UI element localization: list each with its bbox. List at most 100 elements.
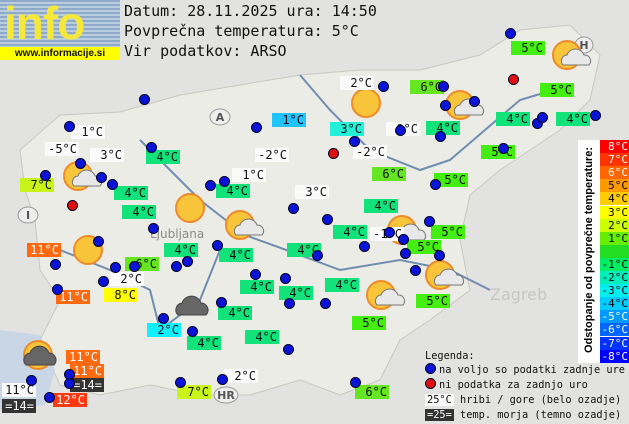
station-temperature: 4°C — [496, 112, 530, 126]
logo-word: info — [4, 0, 85, 49]
station-temperature: 4°C — [245, 330, 279, 344]
station-temperature: 6°C — [355, 385, 389, 399]
station-dot-icon[interactable] — [359, 241, 370, 252]
station-dot-icon[interactable] — [205, 180, 216, 191]
colorbar: Odstopanje od povprečne temperature: 8°C… — [578, 140, 629, 363]
station-dot-icon[interactable] — [280, 273, 291, 284]
station-temperature: 2°C — [224, 369, 258, 383]
data-source: Vir podatkov: ARSO — [124, 42, 287, 60]
station-dot-icon[interactable] — [283, 344, 294, 355]
colorbar-step: -5°C — [600, 310, 629, 324]
colorbar-step: -4°C — [600, 297, 629, 311]
legend-available: na voljo so podatki zadnje ure — [425, 363, 625, 377]
station-dot-icon[interactable] — [395, 125, 406, 136]
colorbar-step: -6°C — [600, 323, 629, 337]
station-dot-icon[interactable] — [40, 170, 51, 181]
station-dot-icon[interactable] — [398, 234, 409, 245]
station-temperature: 3°C — [295, 185, 329, 199]
station-temperature: 6°C — [410, 80, 444, 94]
station-dot-icon[interactable] — [430, 179, 441, 190]
country-austria: A — [216, 111, 225, 124]
logo-url[interactable]: www.informacije.si — [0, 47, 120, 60]
station-temperature: 12°C — [53, 393, 87, 407]
colorbar-step — [600, 244, 629, 258]
station-missing-dot-icon[interactable] — [67, 200, 78, 211]
station-dot-icon[interactable] — [288, 203, 299, 214]
station-dot-icon[interactable] — [400, 248, 411, 259]
logo[interactable]: info www.informacije.si — [0, 0, 120, 60]
station-temperature: 2°C — [340, 76, 374, 90]
station-dot-icon[interactable] — [469, 96, 480, 107]
station-dot-icon[interactable] — [129, 261, 140, 272]
station-dot-icon[interactable] — [187, 326, 198, 337]
station-dot-icon[interactable] — [64, 378, 75, 389]
station-dot-icon[interactable] — [350, 377, 361, 388]
sun-cloud-icon — [366, 280, 405, 310]
station-dot-icon[interactable] — [434, 250, 445, 261]
station-dot-icon[interactable] — [384, 227, 395, 238]
legend-mountain-text: hribi / gore (belo ozadje) — [460, 394, 622, 406]
station-dot-icon[interactable] — [182, 256, 193, 267]
station-dot-icon[interactable] — [110, 262, 121, 273]
station-dot-icon[interactable] — [26, 375, 37, 386]
legend-sea-sample: =25= — [425, 409, 454, 421]
station-dot-icon[interactable] — [217, 374, 228, 385]
country-croatia: HR — [217, 389, 235, 402]
station-dot-icon[interactable] — [410, 265, 421, 276]
legend-missing-text: ni podatka za zadnjo uro — [439, 379, 588, 391]
station-dot-icon[interactable] — [378, 81, 389, 92]
station-dot-icon[interactable] — [251, 122, 262, 133]
station-dot-icon[interactable] — [44, 392, 55, 403]
station-dot-icon[interactable] — [312, 250, 323, 261]
station-temperature: 11°C — [70, 364, 104, 378]
station-dot-icon[interactable] — [590, 110, 601, 121]
station-dot-icon[interactable] — [107, 179, 118, 190]
station-dot-icon[interactable] — [505, 28, 516, 39]
station-dot-icon[interactable] — [435, 131, 446, 142]
station-temperature: -2°C — [255, 148, 289, 162]
station-dot-icon[interactable] — [438, 81, 449, 92]
station-temperature: =14= — [2, 399, 36, 413]
station-dot-icon[interactable] — [284, 298, 295, 309]
station-dot-icon[interactable] — [75, 158, 86, 169]
station-dot-icon[interactable] — [175, 377, 186, 388]
station-temperature: 4°C — [325, 278, 359, 292]
station-dot-icon[interactable] — [424, 216, 435, 227]
station-dot-icon[interactable] — [216, 297, 227, 308]
station-dot-icon[interactable] — [52, 284, 63, 295]
station-temperature: 6°C — [372, 167, 406, 181]
station-dot-icon[interactable] — [158, 313, 169, 324]
station-dot-icon[interactable] — [440, 100, 451, 111]
legend-title: Legenda: — [425, 350, 475, 362]
station-missing-dot-icon[interactable] — [328, 148, 339, 159]
station-temperature: 4°C — [218, 306, 252, 320]
station-dot-icon[interactable] — [212, 240, 223, 251]
station-dot-icon[interactable] — [139, 94, 150, 105]
station-dot-icon[interactable] — [537, 112, 548, 123]
station-temperature: -5°C — [45, 142, 79, 156]
station-temperature: 4°C — [333, 225, 367, 239]
station-dot-icon[interactable] — [93, 236, 104, 247]
sun-dark-cloud-icon — [23, 340, 57, 370]
station-temperature: 11°C — [66, 350, 100, 364]
station-dot-icon[interactable] — [219, 176, 230, 187]
legend-mountain-sample: 25°C — [425, 394, 454, 406]
station-dot-icon[interactable] — [250, 269, 261, 280]
station-dot-icon[interactable] — [349, 136, 360, 147]
station-temperature: 4°C — [122, 205, 156, 219]
station-dot-icon[interactable] — [171, 261, 182, 272]
red-dot-icon — [425, 378, 436, 389]
legend-available-text: na voljo so podatki zadnje ure — [439, 364, 625, 376]
station-dot-icon[interactable] — [50, 259, 61, 270]
station-dot-icon[interactable] — [146, 142, 157, 153]
station-missing-dot-icon[interactable] — [508, 74, 519, 85]
station-dot-icon[interactable] — [96, 172, 107, 183]
station-dot-icon[interactable] — [320, 298, 331, 309]
station-dot-icon[interactable] — [64, 121, 75, 132]
station-dot-icon[interactable] — [498, 143, 509, 154]
station-dot-icon[interactable] — [148, 223, 159, 234]
station-dot-icon[interactable] — [98, 276, 109, 287]
station-temperature: 3°C — [330, 122, 364, 136]
station-dot-icon[interactable] — [322, 214, 333, 225]
sun-cloud-icon — [225, 210, 264, 240]
